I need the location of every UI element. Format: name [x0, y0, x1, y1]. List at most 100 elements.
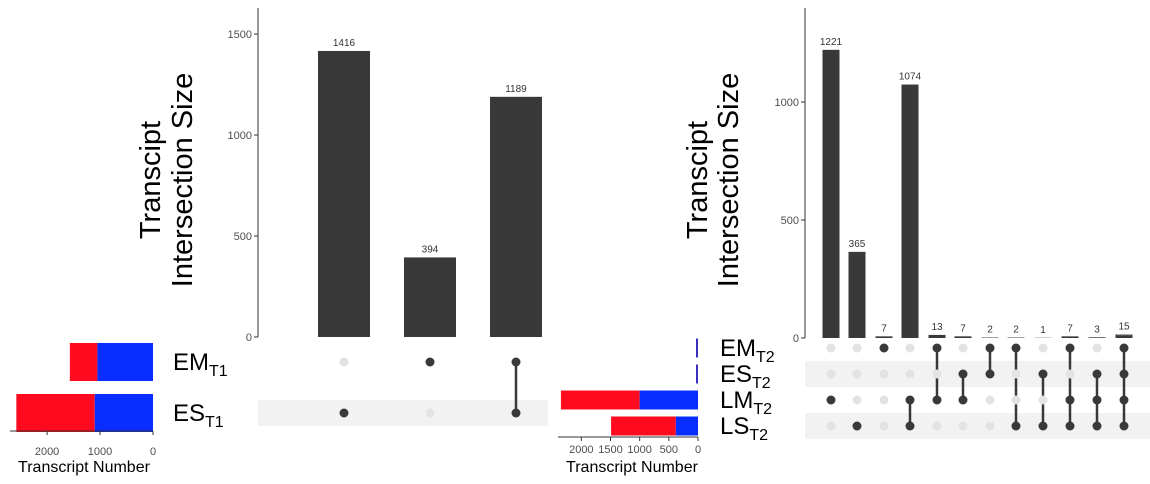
plot2-set-label-sub: T2	[753, 401, 772, 418]
plot2-intersection-bar	[902, 85, 919, 338]
plot2-set-size-tick-label: 1500	[598, 444, 622, 456]
plot2-matrix-dot-filled	[1039, 370, 1048, 379]
plot2-matrix-dot-empty	[1039, 396, 1048, 405]
plot2-bar-value-label: 7	[1067, 323, 1073, 334]
plot2-set-label-sub: T2	[756, 349, 775, 366]
plot2-matrix-dot-empty	[827, 344, 836, 353]
plot2-matrix-dot-filled	[880, 344, 889, 353]
plot2-matrix-dot-empty	[853, 396, 862, 405]
plot2-set-label-main: LS	[720, 413, 749, 440]
plot1-matrix-stripe	[258, 400, 548, 426]
plot2-set-label-sub: T2	[749, 427, 768, 444]
plot2-bar-value-label: 7	[960, 323, 966, 334]
plot1-intersection-bar	[404, 257, 456, 337]
plot2-bar-value-label: 1221	[820, 37, 843, 48]
plot2-y-label-line1: Transcipt	[682, 121, 714, 239]
plot2-bar-value-label: 3	[1094, 324, 1100, 335]
plot2-matrix-dot-empty	[1012, 370, 1021, 379]
plot2-matrix-dot-empty	[853, 370, 862, 379]
plot2-matrix-dot-empty	[959, 344, 968, 353]
plot1-set-size-bar-blue	[95, 394, 153, 432]
plot1-set-label-main: EM	[173, 349, 209, 376]
plot2-matrix-dot-filled	[1093, 422, 1102, 431]
plot2-matrix-dot-filled	[1120, 370, 1129, 379]
plot2-bar-value-label: 2	[1013, 325, 1019, 336]
plot2-matrix-dot-filled	[959, 396, 968, 405]
plot2-matrix-dot-filled	[1066, 344, 1075, 353]
plot2-matrix-dot-empty	[880, 396, 889, 405]
plot2-matrix-dot-empty	[1039, 344, 1048, 353]
plot2-matrix-dot-filled	[1093, 396, 1102, 405]
plot2-matrix-dot-filled	[1066, 422, 1075, 431]
plot2-set-label-main: EM	[720, 335, 756, 362]
plot2-matrix-dot-filled	[986, 344, 995, 353]
plot2-bar-value-label: 365	[849, 239, 866, 250]
plot1-set-size-tick-label: 2000	[35, 446, 59, 458]
plot1-y-tick-label: 500	[234, 231, 252, 243]
plot1-matrix-dot-filled	[340, 409, 349, 418]
plot2-bar-value-label: 1074	[899, 72, 922, 83]
plot1-matrix-dot-empty	[340, 358, 349, 367]
plot2-matrix-dot-filled	[959, 370, 968, 379]
plot2-matrix-dot-filled	[986, 370, 995, 379]
plot2-set-size-bar	[696, 339, 698, 358]
plot2-set-size-bar-blue	[676, 417, 698, 436]
plot2-matrix-dot-filled	[933, 344, 942, 353]
plot2-matrix-dot-filled	[1012, 422, 1021, 431]
plot1-set-label-main: ES	[173, 400, 205, 427]
plot1-set-label-sub: T1	[209, 363, 228, 380]
plot1-matrix-dot-filled	[512, 358, 521, 367]
plot2-matrix-dot-filled	[1039, 422, 1048, 431]
plot2-bar-value-label: 1	[1040, 325, 1046, 336]
plot2-set-size-tick-label: 500	[660, 444, 678, 456]
plot2-intersection-bar	[1089, 337, 1106, 338]
plot2-matrix-dot-empty	[1012, 396, 1021, 405]
plot2-matrix-dot-empty	[906, 370, 915, 379]
plot2-intersection-bar	[849, 252, 866, 338]
plot2-set-size-bar-red	[611, 417, 676, 436]
plot2-set-size-bar-blue	[640, 391, 698, 410]
plot1-set-label: EST1	[173, 400, 224, 431]
plot1-bar-value-label: 1416	[333, 38, 356, 49]
plot2-matrix-dot-empty	[959, 422, 968, 431]
plot2-bar-value-label: 15	[1118, 321, 1130, 332]
plot2-matrix-dot-empty	[933, 422, 942, 431]
plot2-matrix-dot-empty	[880, 370, 889, 379]
plot1-intersection-bar	[490, 97, 542, 337]
plot2-matrix-dot-empty	[827, 370, 836, 379]
plot2-y-label-line2: Intersection Size	[713, 73, 745, 287]
plot1-bar-value-label: 1189	[505, 84, 527, 95]
plot1-set-size-bar-red	[16, 394, 94, 432]
plot1-matrix-dot-filled	[512, 409, 521, 418]
plot2-matrix-dot-filled	[933, 396, 942, 405]
plot1-bar-value-label: 394	[422, 244, 439, 255]
plot2-matrix-dot-empty	[986, 396, 995, 405]
plot2-intersection-bar	[955, 336, 972, 338]
plot2-matrix-dot-empty	[986, 422, 995, 431]
plot2-set-size-bar-red	[561, 391, 640, 410]
plot2-intersection-bar	[876, 336, 893, 338]
plot2-matrix-dot-filled	[1012, 344, 1021, 353]
plot2-matrix-dot-empty	[1066, 370, 1075, 379]
plot2-matrix-dot-filled	[1066, 396, 1075, 405]
plot1-intersection-bar	[318, 51, 370, 337]
plot2-set-size-tick-label: 2000	[569, 444, 593, 456]
plot2-set-label-sub: T2	[752, 375, 771, 392]
plot1-set-size-tick-label: 1000	[88, 446, 112, 458]
plot1-matrix-dot-empty	[426, 409, 435, 418]
plot2-matrix-dot-filled	[906, 422, 915, 431]
plot2-matrix-dot-filled	[1120, 396, 1129, 405]
plot2-set-size-tick-label: 1000	[627, 444, 651, 456]
plot2-matrix-dot-empty	[906, 344, 915, 353]
plot2-bar-value-label: 7	[881, 323, 887, 334]
plot2-intersection-bar	[823, 50, 840, 338]
plot2-matrix-dot-empty	[827, 422, 836, 431]
plot2-y-tick-label: 1000	[775, 97, 799, 109]
plot2-matrix-dot-filled	[827, 396, 836, 405]
plot2-bar-value-label: 2	[987, 325, 993, 336]
plot2-matrix-dot-filled	[906, 396, 915, 405]
plot2-intersection-bar	[1062, 336, 1079, 338]
plot2-matrix-dot-empty	[853, 344, 862, 353]
